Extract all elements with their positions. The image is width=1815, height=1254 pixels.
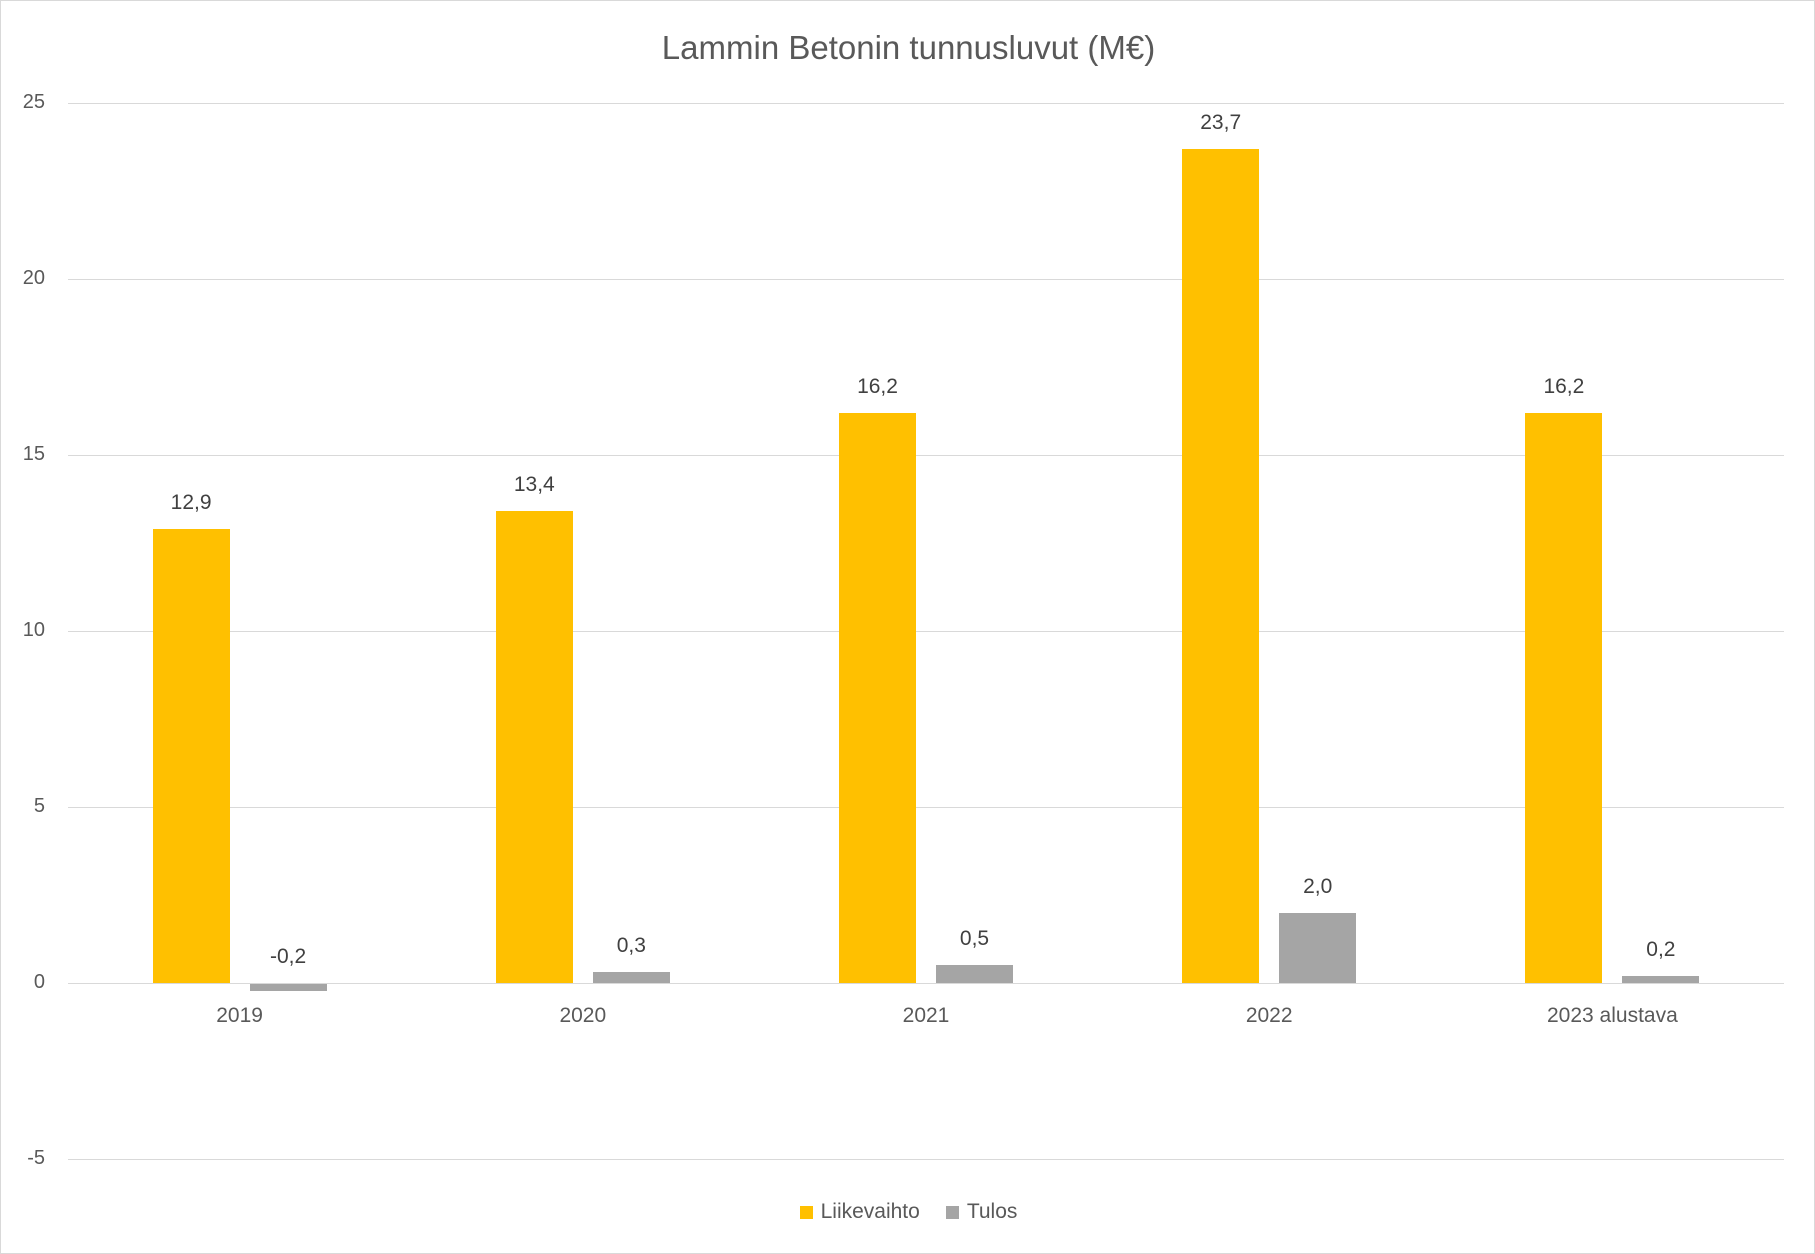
x-tick-label: 2019 [216,1004,263,1027]
gridline [68,279,1784,280]
data-label: 2,0 [1303,874,1333,898]
bar-liikevaihto-2020 [495,511,573,983]
data-label: 16,2 [1543,374,1585,398]
bar-tulos-2022 [1279,912,1357,983]
bar-liikevaihto-2022 [1182,148,1260,983]
data-label: -0,2 [270,945,307,968]
data-label: 0,2 [1646,937,1676,961]
gridline [68,455,1784,456]
gridline [68,103,1784,104]
y-tick-label: 20 [22,267,45,289]
bar-tulos-2020 [592,972,670,983]
y-tick-label: 0 [33,971,45,993]
data-label: 0,5 [959,927,990,951]
y-tick-label: 15 [22,443,45,465]
bar-liikevaihto-2019 [152,528,230,983]
data-label: 13,4 [513,473,555,497]
bar-tulos-2021 [936,965,1013,983]
bar-liikevaihto-2023-alustava [1525,412,1603,983]
gridline [68,1159,1784,1160]
x-tick-label: 2021 [902,1004,950,1027]
bar-tulos-2023-alustava [1622,975,1700,983]
legend-swatch-tulos [945,1205,959,1219]
legend-label-liikevaihto: Liikevaihto [820,1200,920,1223]
y-tick-label: 5 [33,795,45,817]
data-label: 23,7 [1200,110,1242,134]
y-tick-label: -5 [27,1147,45,1169]
gridline [68,983,1784,984]
chart-title: Lammin Betonin tunnusluvut (M€) [661,29,1156,66]
legend-item-tulos: Tulos [945,1200,1018,1224]
y-tick-label: 25 [22,91,45,113]
bar-tulos-2019 [249,984,327,992]
legend: Liikevaihto Tulos [1,1200,1815,1224]
x-tick-label: 2020 [559,1004,607,1027]
gridline [68,807,1784,808]
x-tick-label: 2023 alustava [1547,1004,1678,1027]
data-label: 12,9 [170,490,212,514]
gridline [68,631,1784,632]
data-label: 0,3 [616,934,646,958]
y-tick-label: 10 [22,619,45,641]
x-tick-label: 2022 [1245,1004,1293,1027]
bar-liikevaihto-2021 [839,412,916,983]
legend-item-liikevaihto: Liikevaihto [799,1200,920,1224]
legend-swatch-liikevaihto [799,1205,813,1219]
legend-label-tulos: Tulos [966,1200,1018,1223]
data-label: 16,2 [857,374,898,398]
